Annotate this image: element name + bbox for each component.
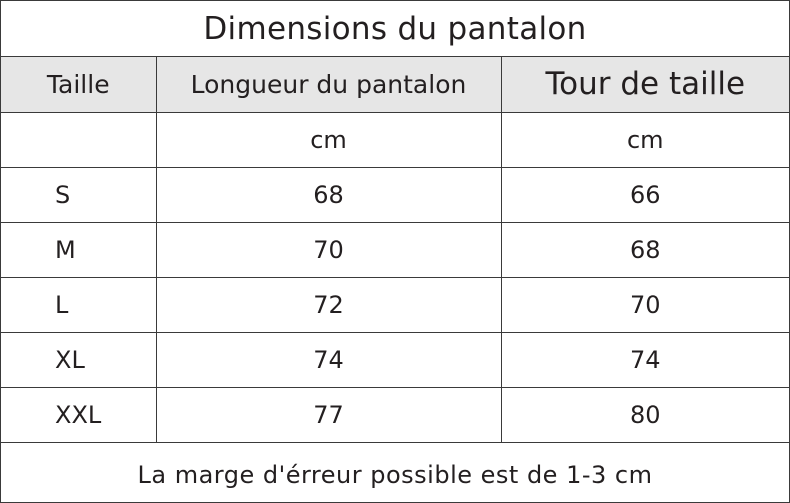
waist-cell: 70 xyxy=(501,277,789,333)
table-row: S 68 66 xyxy=(1,167,789,223)
unit-row: cm cm xyxy=(1,112,789,168)
size-cell: S xyxy=(1,167,157,223)
length-cell: 68 xyxy=(156,167,502,223)
unit-length-cell: cm xyxy=(156,112,502,168)
chart-title: Dimensions du pantalon xyxy=(1,1,789,57)
waist-cell: 80 xyxy=(501,387,789,443)
length-cell: 70 xyxy=(156,222,502,278)
waist-cell: 74 xyxy=(501,332,789,388)
size-table: Taille Longueur du pantalon Tour de tail… xyxy=(1,57,789,443)
length-cell: 77 xyxy=(156,387,502,443)
table-row: M 70 68 xyxy=(1,222,789,278)
size-cell: M xyxy=(1,222,157,278)
size-cell: XL xyxy=(1,332,157,388)
header-row: Taille Longueur du pantalon Tour de tail… xyxy=(1,57,789,113)
length-cell: 72 xyxy=(156,277,502,333)
header-size: Taille xyxy=(1,57,157,113)
table-row: XL 74 74 xyxy=(1,332,789,388)
size-cell: XXL xyxy=(1,387,157,443)
waist-cell: 66 xyxy=(501,167,789,223)
table-row: XXL 77 80 xyxy=(1,387,789,443)
header-waist: Tour de taille xyxy=(501,57,789,113)
header-length: Longueur du pantalon xyxy=(156,57,502,113)
unit-size-cell xyxy=(1,112,157,168)
footer-note: La marge d'érreur possible est de 1-3 cm xyxy=(137,461,653,489)
waist-cell: 68 xyxy=(501,222,789,278)
table-row: L 72 70 xyxy=(1,277,789,333)
unit-waist-cell: cm xyxy=(501,112,789,168)
size-cell: L xyxy=(1,277,157,333)
length-cell: 74 xyxy=(156,332,502,388)
